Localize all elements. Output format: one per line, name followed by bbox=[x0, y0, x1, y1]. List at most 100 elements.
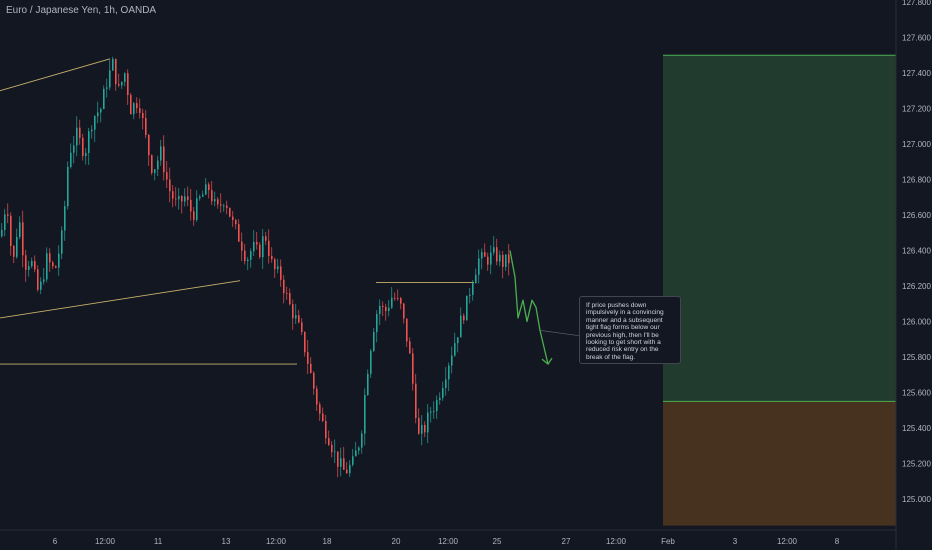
candle-body bbox=[223, 205, 225, 207]
candle-body bbox=[142, 113, 144, 118]
candle-body bbox=[109, 70, 111, 88]
candle-body bbox=[340, 458, 342, 467]
candle-body bbox=[397, 298, 399, 299]
price-axis[interactable]: 125.000 125.200 125.400 125.600 125.800 126.0… bbox=[902, 0, 931, 504]
candle-body bbox=[43, 279, 45, 282]
candle-body bbox=[331, 444, 333, 453]
candle-body bbox=[94, 116, 96, 130]
candle-body bbox=[145, 117, 147, 135]
time-tick-label: 12:00 bbox=[777, 537, 798, 546]
time-tick-label: Feb bbox=[661, 537, 675, 546]
candle-body bbox=[421, 424, 423, 434]
candle-body bbox=[184, 196, 186, 202]
candle-body bbox=[490, 252, 492, 265]
candle-body bbox=[271, 255, 273, 260]
candle-body bbox=[1, 229, 3, 237]
candle-body bbox=[424, 424, 426, 433]
candle-body bbox=[475, 274, 477, 284]
price-tick-label: 127.600 bbox=[902, 34, 931, 43]
candle-body bbox=[196, 198, 198, 220]
candle-body bbox=[367, 373, 369, 395]
candle-body bbox=[286, 293, 288, 294]
candle-body bbox=[406, 318, 408, 342]
price-tick-label: 127.400 bbox=[902, 69, 931, 78]
candle-body bbox=[76, 127, 78, 146]
candle-body bbox=[49, 253, 51, 263]
candle-body bbox=[505, 254, 507, 267]
candle-body bbox=[319, 404, 321, 414]
candle-body bbox=[484, 252, 486, 257]
projection-arrowhead bbox=[541, 357, 553, 366]
candle-body bbox=[100, 108, 102, 113]
candle-body bbox=[229, 207, 231, 217]
candle-body bbox=[256, 241, 258, 245]
candle-body bbox=[313, 372, 315, 389]
candle-body bbox=[55, 266, 57, 268]
trendlines bbox=[0, 58, 474, 365]
candle-body bbox=[502, 254, 504, 267]
candle-body bbox=[202, 194, 204, 197]
time-tick-label: 6 bbox=[53, 537, 58, 546]
candle-body bbox=[232, 216, 234, 221]
profit-zone bbox=[663, 55, 896, 402]
candle-body bbox=[70, 152, 72, 167]
candle-body bbox=[226, 205, 228, 208]
candle-body bbox=[448, 365, 450, 380]
candle-body bbox=[403, 303, 405, 319]
candle-body bbox=[241, 241, 243, 251]
candle-body bbox=[82, 137, 84, 157]
price-tick-label: 126.200 bbox=[902, 282, 931, 291]
candle-body bbox=[310, 363, 312, 373]
candle-body bbox=[463, 315, 465, 321]
candle-body bbox=[301, 322, 303, 332]
candle-body bbox=[247, 259, 249, 261]
candle-body bbox=[385, 306, 387, 311]
candle-body bbox=[37, 269, 39, 290]
candle-body bbox=[124, 73, 126, 82]
projection-drawing bbox=[509, 250, 580, 366]
candle-body bbox=[436, 399, 438, 412]
price-tick-label: 126.600 bbox=[902, 211, 931, 220]
candle-body bbox=[262, 236, 264, 258]
time-axis[interactable]: 6 12:00 11 13 12:00 18 20 12:00 25 27 12:00 Feb 3 12:… bbox=[53, 537, 840, 546]
candle-body bbox=[454, 343, 456, 356]
candle-body bbox=[139, 108, 141, 114]
candle-body bbox=[178, 196, 180, 200]
candle-body bbox=[277, 266, 279, 270]
candlesticks bbox=[1, 56, 510, 478]
candle-body bbox=[499, 254, 501, 262]
candle-body bbox=[418, 417, 420, 434]
candle-body bbox=[373, 332, 375, 351]
candle-body bbox=[61, 230, 63, 254]
candle-body bbox=[13, 246, 15, 257]
candle-body bbox=[172, 191, 174, 199]
trendline bbox=[0, 58, 111, 92]
candle-body bbox=[130, 95, 132, 115]
candle-body bbox=[175, 198, 177, 200]
note-connector bbox=[539, 330, 580, 337]
time-tick-label: 3 bbox=[733, 537, 738, 546]
candle-body bbox=[79, 127, 81, 138]
candle-body bbox=[163, 146, 165, 173]
candle-body bbox=[415, 383, 417, 418]
symbol-title: Euro / Japanese Yen, 1h, OANDA bbox=[6, 5, 157, 16]
annotation-note[interactable]: If price pushes down impulsively in a co… bbox=[579, 296, 681, 364]
candle-body bbox=[67, 166, 69, 207]
price-tick-label: 126.400 bbox=[902, 247, 931, 256]
candle-body bbox=[10, 215, 12, 247]
candle-body bbox=[328, 438, 330, 445]
time-tick-label: 12:00 bbox=[438, 537, 459, 546]
candle-body bbox=[214, 199, 216, 202]
candle-body bbox=[73, 145, 75, 153]
candle-body bbox=[280, 266, 282, 280]
time-tick-label: 13 bbox=[222, 537, 231, 546]
candle-body bbox=[103, 88, 105, 109]
candle-body bbox=[160, 146, 162, 161]
trendline bbox=[0, 280, 241, 319]
candle-body bbox=[445, 379, 447, 388]
time-tick-label: 25 bbox=[493, 537, 502, 546]
candle-body bbox=[388, 307, 390, 311]
candle-body bbox=[157, 160, 159, 170]
time-tick-label: 12:00 bbox=[606, 537, 627, 546]
